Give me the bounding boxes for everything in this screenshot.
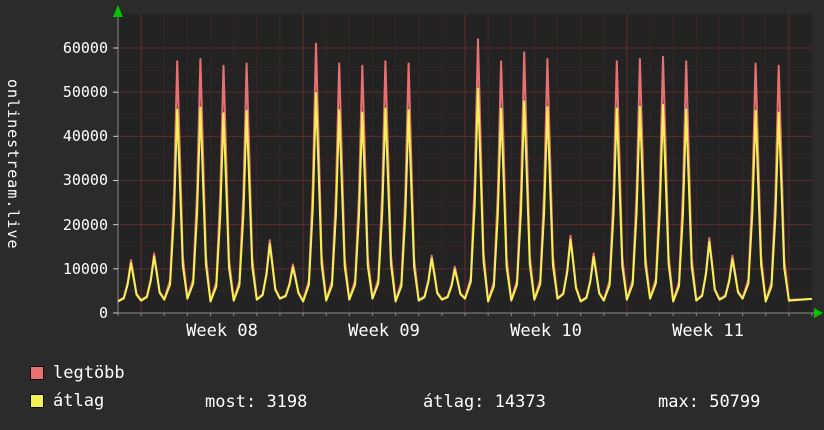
stat-atlag-label: átlag: <box>423 392 485 412</box>
legend-item-atlag: átlag <box>30 392 104 410</box>
y-axis-tick-label: 40000 <box>62 127 108 145</box>
stat-most-label: most: <box>205 392 257 412</box>
stat-most: most: 3198 <box>205 393 307 411</box>
stat-max: max: 50799 <box>658 393 760 411</box>
y-axis-tick-label: 50000 <box>62 83 108 101</box>
y-axis-tick-label: 20000 <box>62 216 108 234</box>
y-axis-tick-label: 30000 <box>62 171 108 189</box>
stat-most-value: 3198 <box>266 392 308 412</box>
legend-label-atlag: átlag <box>53 391 105 411</box>
stat-atlag-value: 14373 <box>494 392 546 412</box>
x-axis-week-label: Week 09 <box>348 321 420 341</box>
vertical-axis-title: onlinestream.live <box>4 78 22 250</box>
stat-atlag: átlag: 14373 <box>423 393 546 411</box>
y-axis-tick-label: 10000 <box>62 260 108 278</box>
y-axis-tick-label: 60000 <box>62 39 108 57</box>
y-axis-tick-label: 0 <box>98 304 108 322</box>
x-axis-week-label: Week 08 <box>186 321 258 341</box>
legend-swatch-legtobb-icon <box>30 366 44 380</box>
legend-swatch-atlag-icon <box>30 394 44 408</box>
y-axis-arrow-icon <box>113 5 123 17</box>
x-axis-week-label: Week 10 <box>510 321 582 341</box>
stat-max-value: 50799 <box>709 392 761 412</box>
x-axis-week-label: Week 11 <box>672 321 744 341</box>
series-atlag-line <box>117 87 813 303</box>
x-axis-arrow-icon <box>814 308 823 318</box>
legend-item-legtobb: legtöbb <box>30 364 125 382</box>
stat-max-label: max: <box>658 392 699 412</box>
legend-label-legtobb: legtöbb <box>53 363 125 383</box>
